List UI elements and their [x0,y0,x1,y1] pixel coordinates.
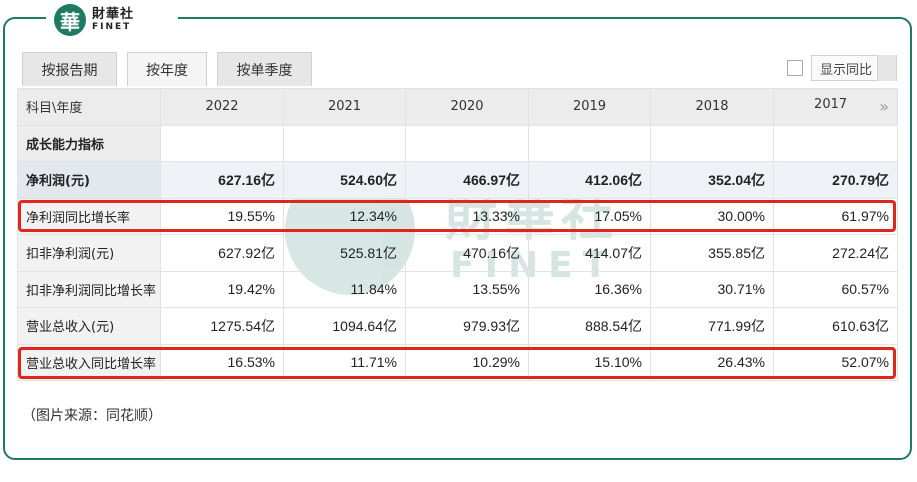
cell-value: 771.99亿 [650,307,774,345]
brand-text: 財華社 FINET [92,8,134,32]
cell-value: 17.05% [528,197,651,235]
cell-value: 352.04亿 [650,161,774,199]
brand-name-cn: 財華社 [92,7,135,22]
row-label: 扣非净利润(元) [17,234,161,272]
cell-value: 19.55% [160,197,284,235]
table-row: 净利润同比增长率 19.55% 12.34% 13.33% 17.05% 30.… [17,197,898,235]
table-row: 净利润(元) 627.16亿 524.60亿 466.97亿 412.06亿 3… [17,161,898,199]
cell-value: 11.84% [283,270,406,308]
cell-value: 13.55% [405,270,529,308]
cell-value: 26.43% [650,343,774,381]
cell-value: 272.24亿 [773,234,898,272]
cell-value: 979.93亿 [405,307,529,345]
year-header: 2019 [528,88,651,126]
cell-value: 16.53% [160,343,284,381]
row-label: 净利润同比增长率 [17,197,161,235]
financial-table: 科目\年度 2022 2021 2020 2019 2018 2017 » 成长能… [17,88,898,381]
tab-by-quarter[interactable]: 按单季度 [217,52,312,86]
cell-value: 412.06亿 [528,161,651,199]
cell-value: 60.57% [773,270,898,308]
row-label: 营业总收入(元) [17,307,161,345]
compare-button[interactable]: 显示同比 [811,55,897,81]
brand-logo: 華 財華社 FINET [46,2,178,38]
cell-value: 30.00% [650,197,774,235]
cell-value: 270.79亿 [773,161,898,199]
cell-value: 61.97% [773,197,898,235]
cell-value: 10.29% [405,343,529,381]
cell-value: 16.36% [528,270,651,308]
year-header: 2020 [405,88,529,126]
cell-value: 1275.54亿 [160,307,284,345]
compare-separator [877,55,878,81]
table-header-row: 科目\年度 2022 2021 2020 2019 2018 2017 » [17,88,898,126]
year-header-label: 2017 [814,97,848,113]
table-row: 扣非净利润同比增长率 19.42% 11.84% 13.55% 16.36% 3… [17,270,898,308]
cell-value: 466.97亿 [405,161,529,199]
tab-by-year[interactable]: 按年度 [127,52,207,86]
cell-value: 52.07% [773,343,898,381]
compare-label: 显示同比 [820,62,873,78]
table-row: 扣非净利润(元) 627.92亿 525.81亿 470.16亿 414.07亿… [17,234,898,272]
compare-toggle: 显示同比 [787,55,897,81]
row-label: 营业总收入同比增长率 [17,343,161,381]
row-label: 净利润(元) [17,161,161,199]
cell-value: 627.92亿 [160,234,284,272]
content-frame [3,17,912,460]
cell-value: 13.33% [405,197,529,235]
section-row: 成长能力指标 [17,124,898,162]
table-row: 营业总收入同比增长率 16.53% 11.71% 10.29% 15.10% 2… [17,343,898,381]
year-header: 2017 » [773,88,898,126]
compare-dropdown-icon[interactable] [878,55,896,81]
section-title: 成长能力指标 [17,124,161,162]
cell-value: 12.34% [283,197,406,235]
cell-value: 1094.64亿 [283,307,406,345]
year-header: 2018 [650,88,774,126]
year-header: 2021 [283,88,406,126]
cell-value: 525.81亿 [283,234,406,272]
cell-value: 610.63亿 [773,307,898,345]
source-note: （图片来源：同花顺） [22,408,162,424]
cell-value: 524.60亿 [283,161,406,199]
row-label: 扣非净利润同比增长率 [17,270,161,308]
cell-value: 30.71% [650,270,774,308]
cell-value: 19.42% [160,270,284,308]
table-row: 营业总收入(元) 1275.54亿 1094.64亿 979.93亿 888.5… [17,307,898,345]
tab-by-report-period[interactable]: 按报告期 [22,52,117,86]
compare-checkbox[interactable] [787,60,803,76]
cell-value: 355.85亿 [650,234,774,272]
cell-value: 11.71% [283,343,406,381]
cell-value: 888.54亿 [528,307,651,345]
header-label: 科目\年度 [17,88,161,126]
cell-value: 627.16亿 [160,161,284,199]
cell-value: 414.07亿 [528,234,651,272]
brand-mark-icon: 華 [54,4,86,36]
year-header: 2022 [160,88,284,126]
brand-name-en: FINET [92,22,132,32]
period-tabs: 按报告期 按年度 按单季度 [22,52,322,86]
cell-value: 470.16亿 [405,234,529,272]
cell-value: 15.10% [528,343,651,381]
scroll-right-icon[interactable]: » [879,97,889,117]
